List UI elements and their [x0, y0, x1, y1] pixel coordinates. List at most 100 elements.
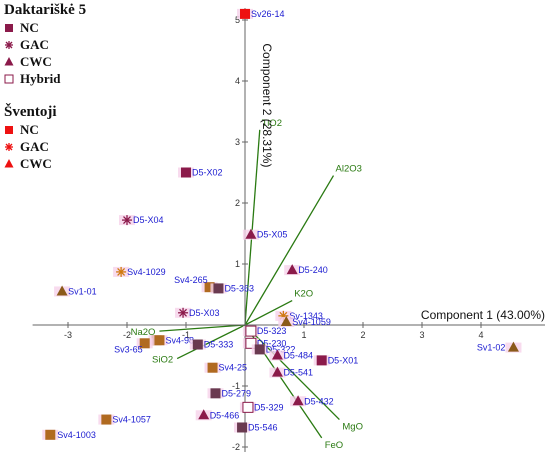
legend-item-label: NC [20, 122, 39, 137]
y-tick-label: -1 [232, 381, 240, 391]
point-label: Sv4-1029 [127, 267, 166, 277]
point-label: Sv4-1059 [292, 317, 331, 327]
data-point: Sv4-1057 [98, 414, 151, 425]
asterisk-stroke [179, 308, 188, 317]
point-label: Sv4-1003 [57, 430, 96, 440]
point-label: Sv26-14 [251, 9, 285, 19]
loading-label: TiO2 [262, 118, 282, 129]
data-point: D5-432 [290, 395, 334, 407]
data-point: Sv4-98 [151, 335, 194, 346]
x-tick-label: -2 [123, 330, 131, 340]
data-point: D5-546 [234, 422, 278, 433]
data-point: Sv4-1059 [278, 315, 331, 327]
data-point: D5-X01 [313, 355, 359, 366]
loading-label: K2O [294, 289, 313, 300]
legend: Daktariškė 5 NC GAC CWC Hybrid Šventoji NC GAC C… [4, 2, 86, 171]
data-point: D5-541 [269, 366, 313, 378]
point-marker-asterisk [116, 266, 127, 277]
data-point: D5-279 [207, 388, 252, 399]
point-label: D5-240 [298, 265, 328, 275]
loadings-layer: TiO2 Al2O3 K2O Na2O SiO2 MgO FeO [131, 118, 363, 451]
point-label: D5-323 [257, 326, 287, 336]
point-marker-square [181, 167, 191, 178]
y-tick-label: 5 [235, 15, 240, 25]
point-label: Sv3-65 [114, 344, 143, 354]
point-label: D5-X03 [189, 308, 220, 318]
loading-vector [244, 129, 261, 326]
x-tick-label: 3 [419, 330, 424, 340]
point-label: Sv4-1057 [112, 415, 151, 425]
data-point: Sv26-14 [237, 8, 285, 19]
y-tick-label: 4 [235, 76, 240, 86]
data-point: D5-333 [189, 339, 234, 350]
point-label: D5-333 [204, 340, 234, 350]
y-tick-label: 1 [235, 259, 240, 269]
legend-item-label: Hybrid [20, 71, 61, 86]
data-point: Sv4-265 [174, 275, 218, 293]
point-label: D5-X01 [328, 355, 359, 365]
point-label: D5-546 [248, 422, 278, 432]
point-marker-triangle [271, 366, 283, 377]
y-tick-label: 3 [235, 137, 240, 147]
data-point: D5-230 [242, 337, 286, 349]
point-marker-open-square [245, 337, 257, 349]
point-label: D5-466 [210, 410, 240, 420]
point-label: Sv-1343 [289, 311, 323, 321]
point-marker-triangle [56, 285, 68, 296]
point-marker-triangle [292, 395, 304, 406]
point-marker-square [210, 388, 221, 399]
legend-swatch-open-square [4, 74, 14, 84]
point-label: D5-X05 [257, 230, 288, 240]
point-label: Sv1-02 [477, 343, 506, 353]
point-marker-square [254, 344, 265, 355]
data-point: D5-3?? [251, 344, 296, 355]
point-marker-open-square [242, 401, 254, 413]
loading-label: Na2O [131, 327, 156, 338]
point-label: D5-541 [283, 368, 313, 378]
legend-swatch-square [5, 126, 13, 134]
legend-item-label: GAC [20, 139, 49, 154]
data-point: D5-X04 [119, 215, 164, 226]
data-point: D5-X02 [178, 167, 223, 178]
point-marker-square [204, 282, 215, 293]
point-marker-square [45, 429, 56, 440]
legend-swatch-square [5, 24, 13, 32]
loading-vector [159, 324, 246, 332]
point-label: D5-484 [283, 351, 313, 361]
loading-label: SiO2 [152, 355, 173, 366]
point-label: D5-432 [304, 396, 334, 406]
point-marker-square [101, 414, 112, 425]
point-label: D5-363 [224, 283, 254, 293]
loading-vector [176, 324, 246, 360]
legend-group-title: Daktariškė 5 [4, 2, 86, 18]
point-label: Sv4-98 [165, 335, 194, 345]
point-label: Sv4-265 [174, 275, 208, 285]
data-point: Sv4-1029 [113, 266, 166, 277]
point-label: D5-3?? [266, 344, 296, 354]
legend-swatch-asterisk [5, 143, 13, 151]
legend-swatch-asterisk [5, 41, 13, 49]
point-label: D5-279 [222, 388, 252, 398]
data-point: D5-X05 [242, 228, 288, 240]
point-marker-square [240, 8, 250, 19]
data-point: Sv1-01 [54, 285, 97, 297]
x-axis-title: Component 1 (43.00%) [421, 308, 545, 322]
point-marker-square [213, 283, 224, 294]
data-point: Sv1-02 [477, 341, 522, 353]
point-marker-triangle [198, 409, 210, 420]
point-marker-square [207, 362, 218, 373]
x-tick-label: -3 [64, 330, 72, 340]
loading-vector [244, 175, 335, 326]
axes-layer: -3 -2 -1 1 2 3 4 -2 -1 1 2 3 4 5 Component 1 (43.00%) C… [32, 8, 545, 452]
point-marker-open-square [245, 325, 257, 337]
x-tick-label: 4 [478, 330, 483, 340]
y-axis-title: Component 2 (28.31%) [260, 43, 274, 167]
y-tick-label: -2 [232, 442, 240, 452]
loading-label: MgO [342, 422, 363, 433]
legend-swatch-triangle [4, 57, 14, 66]
x-tick-label: 1 [301, 330, 306, 340]
point-marker-square [139, 338, 150, 349]
data-point: D5-466 [195, 409, 240, 421]
data-point: Sv3-65 [114, 338, 153, 354]
point-label: D5-X02 [192, 168, 223, 178]
